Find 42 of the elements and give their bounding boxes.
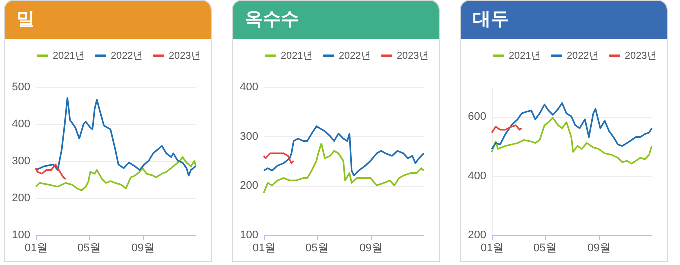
line-series: [263, 152, 295, 164]
x-tick-label: 05월: [306, 242, 329, 254]
x-tick-label: 05월: [78, 242, 101, 254]
y-tick-label: 300: [12, 156, 30, 168]
y-tick-label: 300: [240, 130, 258, 143]
line-series: [263, 142, 425, 194]
y-tick-label: 200: [12, 192, 30, 204]
y-tick-label: 100: [240, 230, 258, 242]
legend-label: 2022년: [567, 51, 600, 62]
line-series: [491, 117, 653, 165]
line-series: [491, 102, 653, 150]
x-tick-label: 01월: [24, 242, 48, 254]
y-tick-label: 600: [468, 111, 486, 124]
y-tick-label: 400: [240, 82, 258, 94]
legend-label: 2023년: [397, 51, 430, 62]
y-tick-label: 100: [12, 230, 30, 242]
y-tick-label: 400: [12, 118, 30, 130]
y-tick-label: 200: [240, 180, 258, 192]
legend-label: 2023년: [169, 51, 202, 62]
chart-title: 대두: [461, 1, 667, 39]
y-tick-label: 200: [468, 230, 486, 242]
y-tick-label: 400: [468, 170, 486, 182]
x-tick-label: 09월: [360, 242, 383, 254]
legend-label: 2021년: [509, 51, 542, 62]
x-tick-label: 01월: [480, 242, 504, 254]
legend-label: 2021년: [53, 51, 86, 62]
legend-label: 2022년: [111, 51, 144, 62]
x-tick-label: 05월: [534, 242, 557, 254]
legend-label: 2023년: [625, 51, 658, 62]
x-tick-label: 09월: [588, 242, 611, 254]
x-tick-label: 09월: [132, 242, 155, 254]
legend-label: 2022년: [339, 51, 372, 62]
y-tick-label: 500: [12, 82, 30, 94]
line-series: [35, 164, 67, 180]
line-series: [263, 126, 425, 177]
line-series: [35, 156, 197, 192]
line-series: [491, 124, 523, 134]
line-series: [35, 97, 197, 177]
chart-title: 옥수수: [233, 1, 439, 39]
chart-title: 밀: [5, 1, 211, 39]
x-tick-label: 01월: [252, 242, 276, 254]
legend-label: 2021년: [281, 51, 314, 62]
